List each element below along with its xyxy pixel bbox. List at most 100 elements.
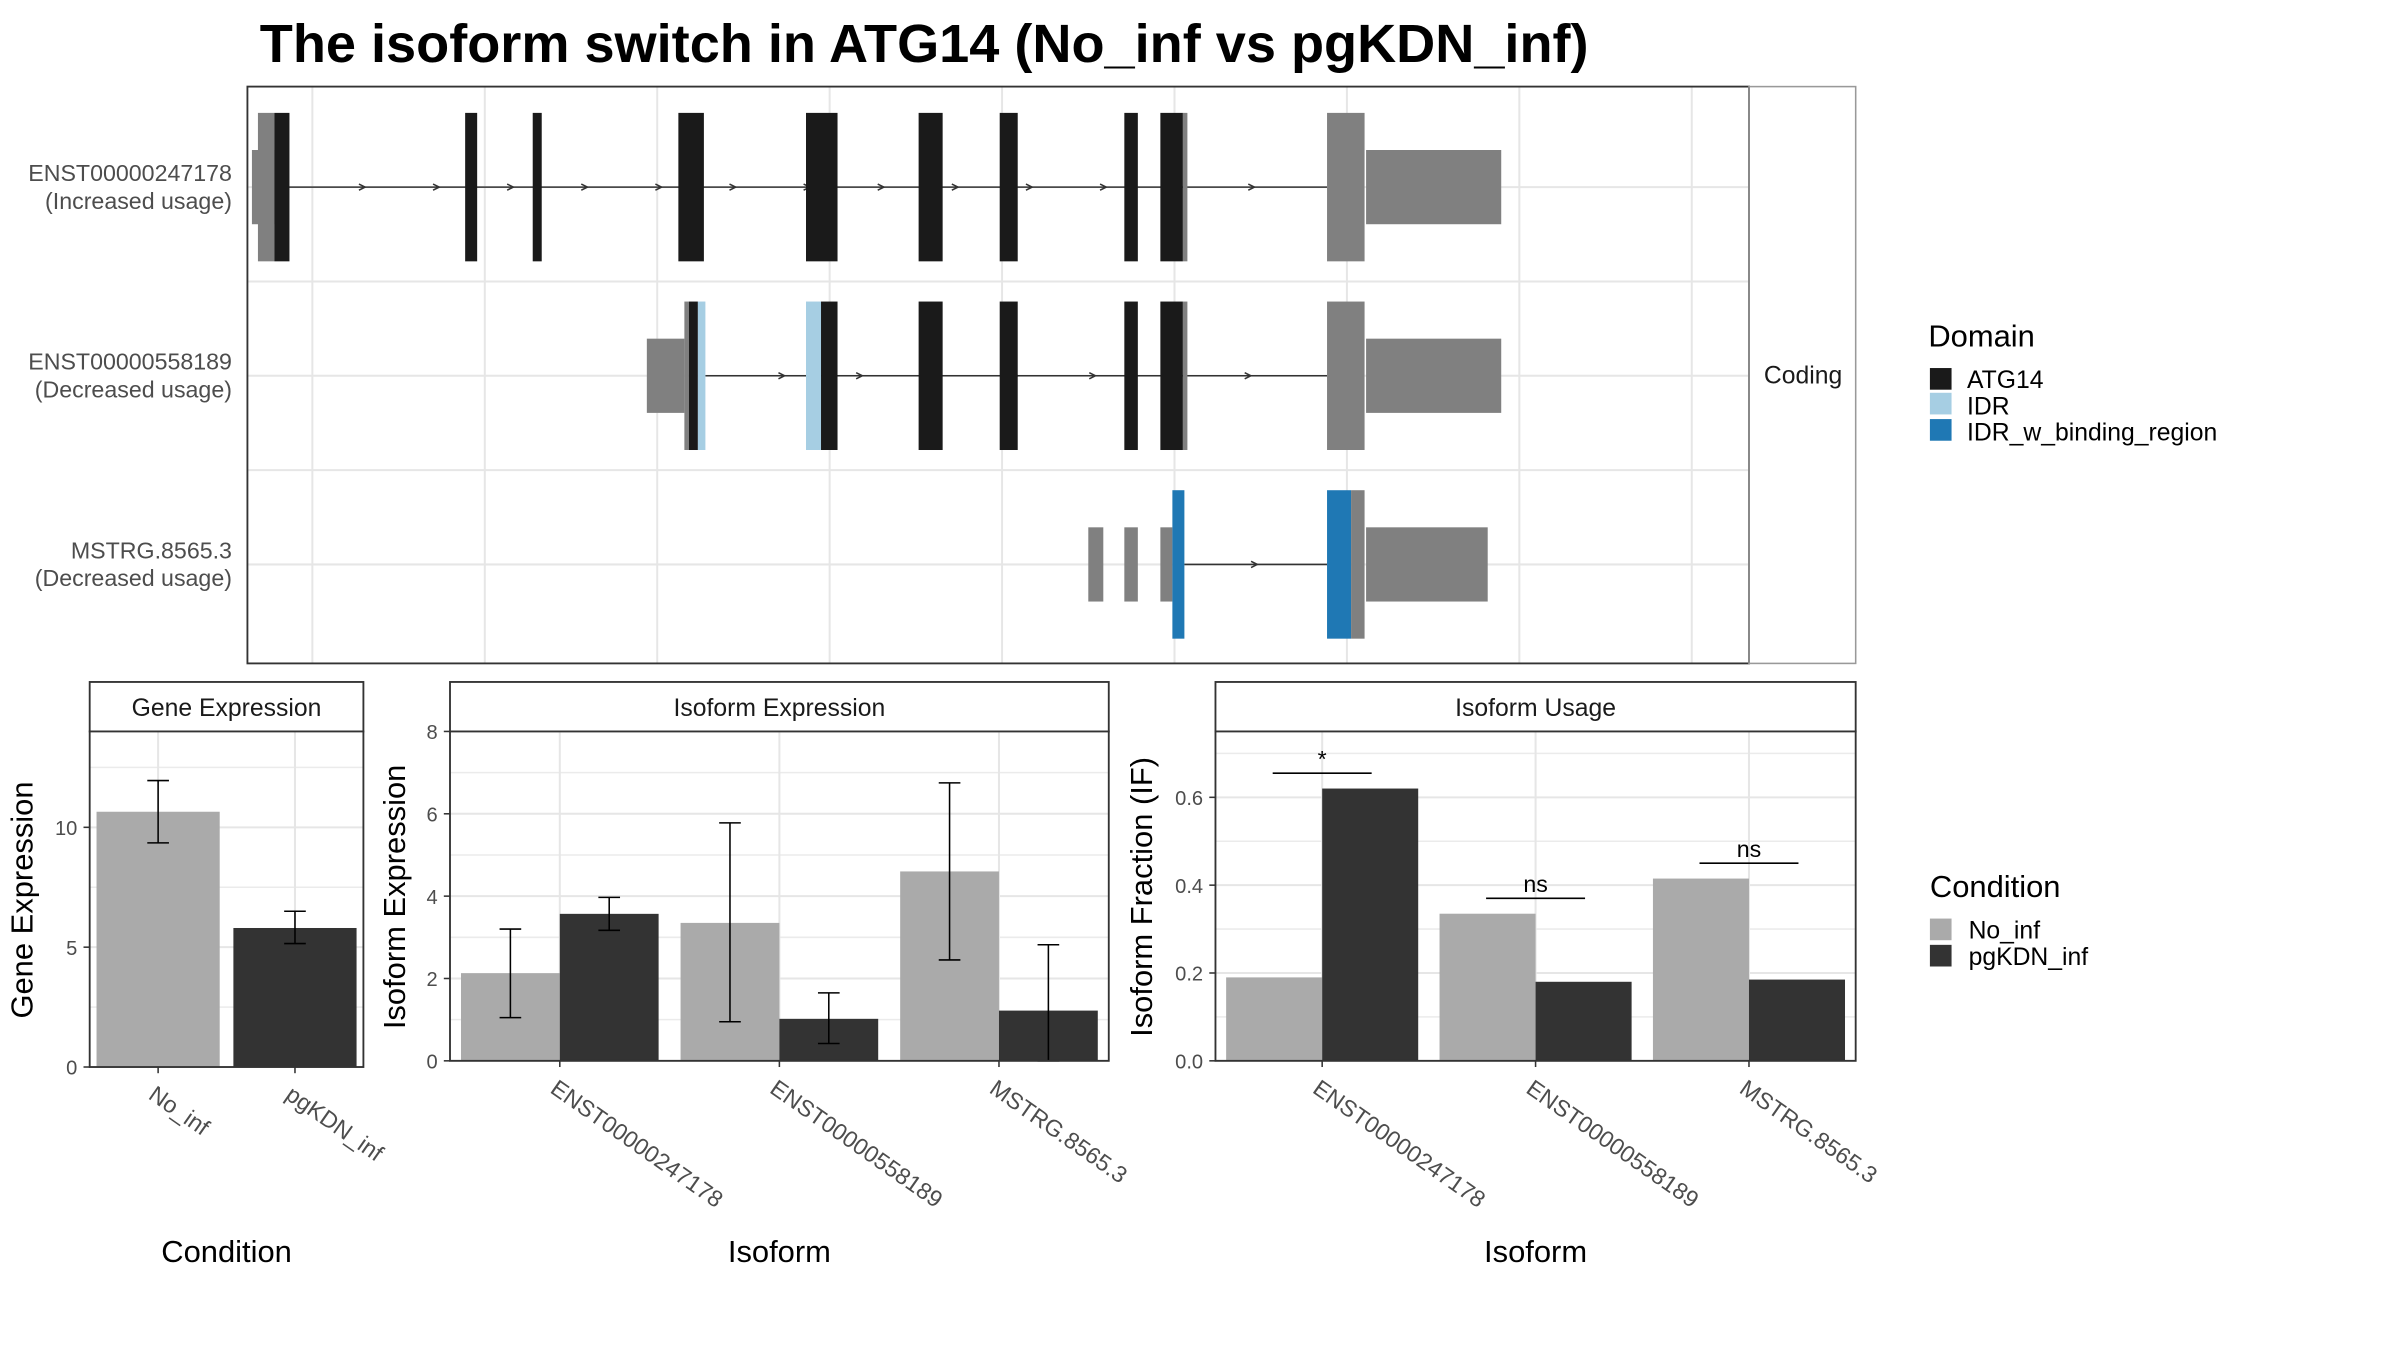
isoform-expression-strip <box>449 681 1110 733</box>
domain-legend: Domain ATG14 IDR IDR_w_binding_region <box>1928 318 2217 446</box>
legend-swatch-pgkdn-inf <box>1929 944 1952 967</box>
legend-swatch-idr <box>1929 392 1952 415</box>
strand-arrow <box>778 371 787 380</box>
isoform-usage-y-title: Isoform Fraction (IF) <box>1124 757 1159 1037</box>
isoform-expression-y-title: Isoform Expression <box>377 765 412 1030</box>
exon-idr <box>806 301 822 451</box>
bar-pgkdn_inf-enst00000558189 <box>1535 981 1632 1061</box>
isoform-expression-strip-label: Isoform Expression <box>674 695 886 722</box>
y-tick-label: 0 <box>66 1058 77 1080</box>
strand-arrow <box>1247 183 1257 191</box>
gene-expression-x-title: Condition <box>161 1234 292 1269</box>
exon-utr <box>1327 301 1365 451</box>
bar-pgkdn_inf-enst00000247178 <box>559 913 659 1061</box>
isoform-label-id: ENST00000558189 <box>28 349 232 375</box>
gene-expression-panel: Gene Expression 0 5 10 No_inf pgKDN_inf Cond… <box>4 681 389 1269</box>
exon-atg14 <box>532 112 542 262</box>
exon-utr <box>1182 112 1188 262</box>
y-tick-label: 10 <box>55 818 77 840</box>
x-tick-label: ENST00000558189 <box>766 1075 948 1213</box>
y-tick-label: 0.2 <box>1175 964 1203 986</box>
exon-atg14 <box>274 112 290 262</box>
utr-block <box>1366 150 1502 225</box>
transcript-ENST00000247178 <box>251 112 1502 262</box>
x-tick-label: No_inf <box>144 1081 214 1141</box>
strand-arrow <box>432 183 441 191</box>
transcript-ENST00000558189 <box>646 301 1502 451</box>
structure-panel: Coding ENST00000247178 (Increased usage)… <box>28 85 1857 665</box>
exon-utr <box>257 112 275 262</box>
bar-pgkdn_inf-mstrg.8565.3 <box>1748 979 1846 1061</box>
error-bar <box>598 896 621 932</box>
exon-atg14 <box>1160 301 1183 451</box>
y-tick-label: 5 <box>66 938 77 960</box>
exon-utr <box>1182 301 1188 451</box>
strand-arrow <box>729 183 738 191</box>
exon-atg14 <box>999 112 1018 262</box>
significance-label: ns <box>1523 871 1548 897</box>
isoform-usage-strip <box>1214 681 1857 733</box>
y-tick-label: 0.4 <box>1175 876 1203 898</box>
exon-atg14 <box>678 112 704 262</box>
exon-atg14 <box>821 301 838 451</box>
isoform-label-id: ENST00000247178 <box>28 160 232 186</box>
error-bar <box>938 782 961 961</box>
strand-arrow <box>855 371 865 380</box>
utr-block <box>1124 527 1138 602</box>
exon-atg14 <box>918 301 943 451</box>
x-tick-label: ENST00000558189 <box>1522 1075 1704 1213</box>
utr-block <box>646 338 685 413</box>
transcript-MSTRG.8565.3 <box>1088 490 1488 639</box>
isoform-usage-x-title: Isoform <box>1484 1234 1587 1269</box>
y-tick-label: 8 <box>426 722 437 744</box>
structure-strip <box>1748 85 1857 665</box>
exon-atg14 <box>806 112 838 262</box>
plot-frame <box>88 730 365 1068</box>
legend-swatch-atg14 <box>1929 368 1952 390</box>
exon-utr <box>1351 490 1365 639</box>
strand-arrow <box>1099 183 1108 191</box>
legend-label-idr-w-binding-region: IDR_w_binding_region <box>1967 420 2217 447</box>
x-tick-label: ENST00000247178 <box>546 1075 728 1213</box>
error-bar <box>284 910 306 945</box>
strand-arrow <box>506 183 516 191</box>
utr-block <box>1366 338 1502 413</box>
y-tick-label: 0.0 <box>1175 1052 1203 1074</box>
strand-arrow <box>580 183 590 191</box>
exon-atg14 <box>465 112 478 262</box>
bar-no_inf-enst00000558189 <box>1439 913 1536 1061</box>
exon-atg14 <box>918 112 943 262</box>
isoform-usage-panel: Isoform Usage * ns ns 0.0 0.2 0.4 0.6 ENST00000… <box>1124 681 1882 1269</box>
y-tick-label: 6 <box>426 805 437 827</box>
utr-block <box>1088 527 1104 602</box>
y-tick-label: 4 <box>426 887 437 909</box>
error-bar <box>499 928 522 1019</box>
strand-arrow <box>1025 183 1034 191</box>
isoform-usage-plot: * ns ns 0.0 0.2 0.4 0.6 ENST00000247178 ENST0000… <box>1175 730 1882 1213</box>
condition-legend: Condition No_inf pgKDN_inf <box>1929 869 2088 971</box>
exon-atg14 <box>1160 112 1183 262</box>
isoform-expression-plot: 0 2 4 6 8 ENST00000247178 ENST00000558189 MSTRG… <box>426 722 1132 1213</box>
error-bar <box>147 779 169 844</box>
bar-pgkdn_inf-enst00000247178 <box>1322 788 1419 1061</box>
isoform-label-usage: (Increased usage) <box>45 188 232 214</box>
significance-label: * <box>1318 746 1327 772</box>
x-tick-label: MSTRG.8565.3 <box>985 1075 1132 1189</box>
error-bar <box>817 992 840 1045</box>
x-tick-label: ENST00000247178 <box>1308 1075 1490 1213</box>
strand-arrow <box>655 183 664 191</box>
gene-expression-strip <box>88 681 365 733</box>
gene-expression-plot: 0 5 10 No_inf pgKDN_inf <box>55 730 389 1167</box>
figure-title: The isoform switch in ATG14 (No_inf vs p… <box>260 14 1589 74</box>
y-tick-label: 2 <box>426 969 437 991</box>
bar-pgkdn_inf <box>233 927 357 1068</box>
condition-legend-title: Condition <box>1930 869 2061 904</box>
isoform-labels: ENST00000247178 (Increased usage) ENST00… <box>28 160 232 591</box>
strand-arrow <box>877 183 886 191</box>
bar-no_inf-mstrg.8565.3 <box>1652 878 1749 1061</box>
x-tick-label: pgKDN_inf <box>281 1081 388 1167</box>
legend-swatch-no-inf <box>1929 918 1952 941</box>
isoform-expression-panel: Isoform Expression 0 2 4 6 8 ENST00000247178 E… <box>377 681 1132 1269</box>
isoform-expression-x-title: Isoform <box>728 1234 831 1269</box>
isoform-label-usage: (Decreased usage) <box>35 565 232 591</box>
